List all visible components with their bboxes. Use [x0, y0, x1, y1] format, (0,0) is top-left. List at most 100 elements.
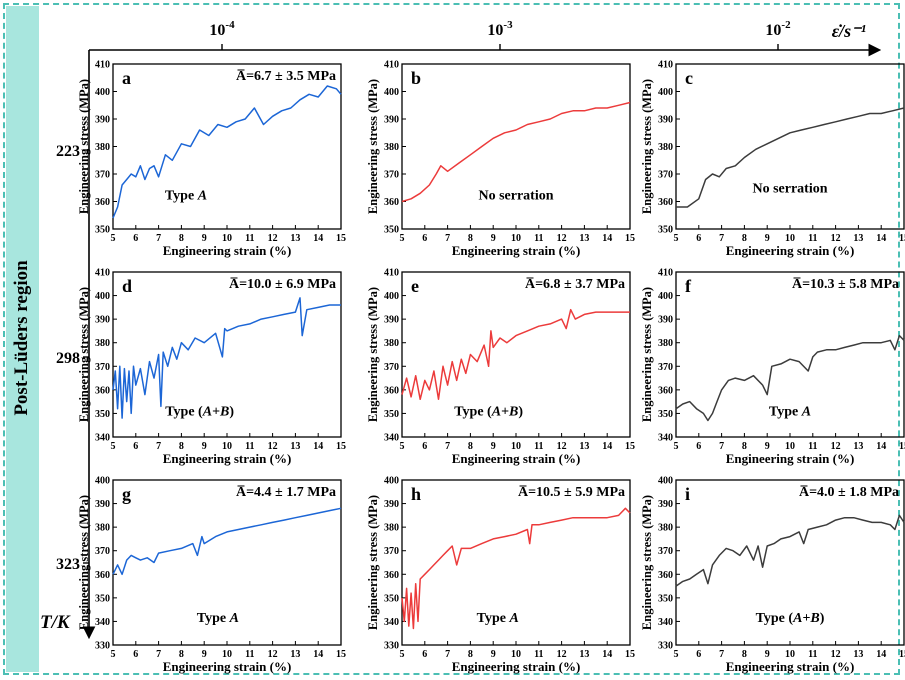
amplitude-label: A̅=4.4 ± 1.7 MPa [236, 484, 336, 500]
temperature-tick-label: 298 [56, 350, 80, 367]
x-axis-label: Engineering strain (%) [163, 243, 292, 258]
x-tick-label: 8 [468, 649, 473, 660]
x-tick-label: 15 [625, 233, 635, 244]
serration-type-label: No serration [478, 188, 553, 203]
x-tick-label: 10 [785, 649, 795, 660]
series-line [112, 507, 342, 576]
x-tick-label: 10 [222, 233, 232, 244]
y-tick-label: 370 [658, 170, 673, 181]
x-tick-label: 7 [445, 649, 450, 660]
x-tick-label: 13 [290, 649, 300, 660]
y-tick-label: 330 [95, 641, 110, 652]
strain-rate-tick-label: 10-3 [487, 19, 513, 39]
plot-frame [112, 63, 342, 230]
y-tick-label: 350 [95, 225, 110, 236]
x-tick-label: 10 [785, 233, 795, 244]
amplitude-label: A̅=10.5 ± 5.9 MPa [518, 484, 625, 500]
panel-letter: i [685, 484, 690, 504]
y-tick-label: 340 [658, 617, 673, 628]
serration-type-label: Type (A+B) [165, 405, 234, 420]
serration-type-text: Type [769, 405, 802, 420]
serration-type-label: Type A [477, 611, 519, 626]
x-tick-label: 13 [579, 233, 589, 244]
x-tick-label: 7 [719, 649, 724, 660]
x-tick-label: 15 [625, 649, 635, 660]
panel-g: 5 6 7 8 9 10 11 12 13 14 15 330 340 350 360 370 380 390 40… [77, 476, 346, 675]
x-tick-label: 5 [400, 649, 405, 660]
y-tick-label: 340 [95, 617, 110, 628]
strain-rate-tick-base: 10 [487, 22, 503, 39]
x-axis-label: Engineering strain (%) [726, 243, 855, 258]
serration-type-tail: ) [229, 405, 234, 420]
serration-type-italic: A [508, 611, 518, 626]
y-tick-label: 410 [384, 60, 399, 71]
x-tick-label: 10 [785, 441, 795, 452]
y-tick-label: 370 [658, 362, 673, 373]
x-tick-label: 13 [853, 233, 863, 244]
amplitude-label: A̅=10.0 ± 6.9 MPa [229, 276, 336, 292]
x-tick-label: 9 [491, 233, 496, 244]
x-tick-label: 12 [557, 441, 567, 452]
y-tick-label: 380 [658, 142, 673, 153]
y-axis-label: Engineering stress (MPa) [640, 287, 654, 422]
strain-rate-tick-exp: -4 [225, 19, 235, 31]
strain-rate-tick-exp: -3 [503, 19, 513, 31]
y-tick-label: 380 [95, 523, 110, 534]
x-tick-label: 12 [831, 233, 841, 244]
x-axis-label: Engineering strain (%) [726, 451, 855, 466]
strain-rate-axis-label: ε̇/s⁻¹ [832, 21, 866, 41]
x-tick-label: 13 [579, 441, 589, 452]
x-tick-label: 15 [336, 233, 346, 244]
y-tick-label: 330 [384, 641, 399, 652]
x-tick-label: 6 [696, 441, 701, 452]
x-tick-label: 12 [831, 649, 841, 660]
y-axis-label: Engineering stress (MPa) [77, 495, 91, 630]
strain-rate-tick-label: 10-2 [765, 19, 791, 39]
y-tick-label: 410 [658, 268, 673, 279]
y-tick-label: 390 [658, 315, 673, 326]
y-tick-label: 360 [384, 570, 399, 581]
amplitude-label: A̅=4.0 ± 1.8 MPa [799, 484, 899, 500]
y-tick-label: 360 [658, 570, 673, 581]
x-tick-label: 15 [336, 441, 346, 452]
x-tick-label: 10 [511, 441, 521, 452]
x-tick-label: 5 [400, 233, 405, 244]
x-tick-label: 14 [313, 649, 323, 660]
x-tick-label: 15 [625, 441, 635, 452]
x-tick-label: 13 [579, 649, 589, 660]
serration-type-italic: A+B [202, 405, 230, 420]
x-tick-label: 13 [853, 441, 863, 452]
y-tick-label: 330 [658, 641, 673, 652]
x-tick-label: 11 [808, 649, 817, 660]
y-tick-label: 410 [658, 60, 673, 71]
x-tick-label: 8 [742, 233, 747, 244]
y-tick-label: 370 [658, 546, 673, 557]
x-tick-label: 11 [808, 233, 817, 244]
x-tick-label: 11 [808, 441, 817, 452]
temperature-axis-label: T/K [40, 612, 71, 633]
serration-type-italic: A+B [792, 611, 820, 626]
serration-type-label: Type A [769, 405, 811, 420]
x-tick-label: 6 [422, 649, 427, 660]
y-tick-label: 370 [95, 362, 110, 373]
x-tick-label: 9 [202, 649, 207, 660]
y-tick-label: 400 [658, 87, 673, 98]
panel-letter: d [122, 276, 132, 296]
x-tick-label: 6 [133, 649, 138, 660]
panel-letter: g [122, 484, 131, 504]
x-tick-label: 5 [111, 233, 116, 244]
y-tick-label: 340 [384, 433, 399, 444]
x-tick-label: 7 [156, 233, 161, 244]
x-tick-label: 14 [876, 233, 886, 244]
x-tick-label: 15 [899, 441, 905, 452]
x-tick-label: 11 [534, 441, 543, 452]
y-tick-label: 380 [658, 523, 673, 534]
series-line [675, 514, 905, 587]
y-tick-label: 360 [384, 385, 399, 396]
x-tick-label: 5 [111, 441, 116, 452]
x-tick-label: 9 [202, 441, 207, 452]
x-tick-label: 7 [156, 649, 161, 660]
temperature-tick-label: 323 [56, 556, 80, 573]
y-tick-label: 340 [95, 433, 110, 444]
serration-type-text: No serration [752, 182, 827, 197]
